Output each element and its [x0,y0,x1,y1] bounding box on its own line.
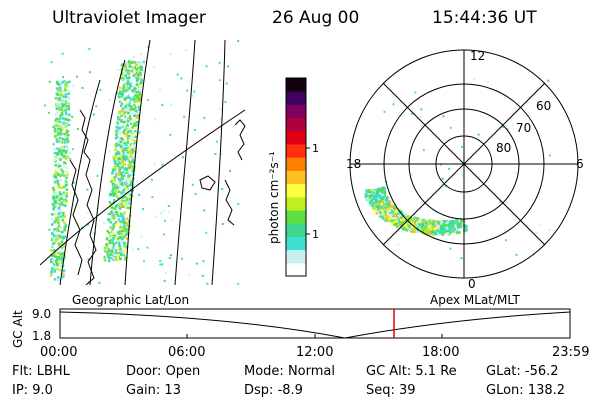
colorbar-step [286,91,306,105]
colorbar-step [286,157,306,171]
coastline [69,109,246,286]
timeline-xtick-2359: 23:59 [552,345,590,360]
polar-grid [349,49,579,279]
status-gc-alt: GC Alt: 5.1 Re [366,364,457,379]
polar-label-6: 6 [576,157,584,171]
geo-grid [40,40,246,286]
timeline-xtick-1200: 12:00 [296,345,334,360]
timeline-xtick-1800: 18:00 [422,345,460,360]
timeline-ytick-1.8: 1.8 [32,329,51,343]
timeline-right-label: Apex MLat/MLT [430,293,520,307]
status-dsp: Dsp: -8.9 [244,383,303,398]
polar-label-70: 70 [516,121,531,135]
status-glon: GLon: 138.2 [486,383,566,398]
colorbar-step [286,262,306,277]
status-mode: Mode: Normal [244,364,335,379]
polar-label-80: 80 [496,141,511,155]
colorbar-step [286,117,306,132]
status-glat: GLat: -56.2 [486,364,559,379]
colorbar-tick-100: 100 [312,142,318,155]
timeline-axis-title: GC Alt [11,310,25,348]
colorbar-step [286,144,306,158]
status-door: Door: Open [126,364,201,379]
colorbar-gradient [286,78,306,277]
colorbar-step [286,130,306,145]
timeline-xtick-0600: 06:00 [168,345,206,360]
timeline-xtick-0000: 00:00 [40,345,78,360]
colorbar-step [286,236,306,251]
colorbar-step [286,249,306,264]
colorbar-step [286,210,306,224]
observation-time: 15:44:36 UT [432,8,537,28]
instrument-title: Ultraviolet Imager [52,8,206,28]
colorbar: 100 10 photon cm⁻²s⁻¹ [267,77,318,277]
status-filter: Flt: LBHL [12,364,70,379]
status-gain: Gain: 13 [126,383,181,398]
status-seq: Seq: 39 [366,383,416,398]
polar-label-12: 12 [470,49,485,63]
colorbar-step [286,104,306,119]
timeline-ytick-9: 9.0 [32,307,51,321]
polar-label-0: 0 [468,277,476,290]
colorbar-step [286,78,306,92]
polar-label-18: 18 [346,157,361,171]
polar-label-60: 60 [536,99,551,113]
observation-date: 26 Aug 00 [272,8,360,28]
colorbar-unit-label: photon cm⁻²s⁻¹ [267,151,281,244]
timeline-left-label: Geographic Lat/Lon [72,293,190,307]
colorbar-step [286,170,306,185]
altitude-timeline: GC Alt 9.0 1.8 [11,307,571,348]
status-ip: IP: 9.0 [12,383,53,398]
polar-plot: 12 0 18 6 60 70 80 [346,49,584,290]
colorbar-step [286,223,306,237]
colorbar-step [286,183,306,198]
geographic-image [40,40,246,286]
aurora-emission-geographic [43,40,240,285]
altitude-curve [59,311,571,339]
colorbar-step [286,196,306,211]
colorbar-tick-10: 10 [312,228,318,241]
